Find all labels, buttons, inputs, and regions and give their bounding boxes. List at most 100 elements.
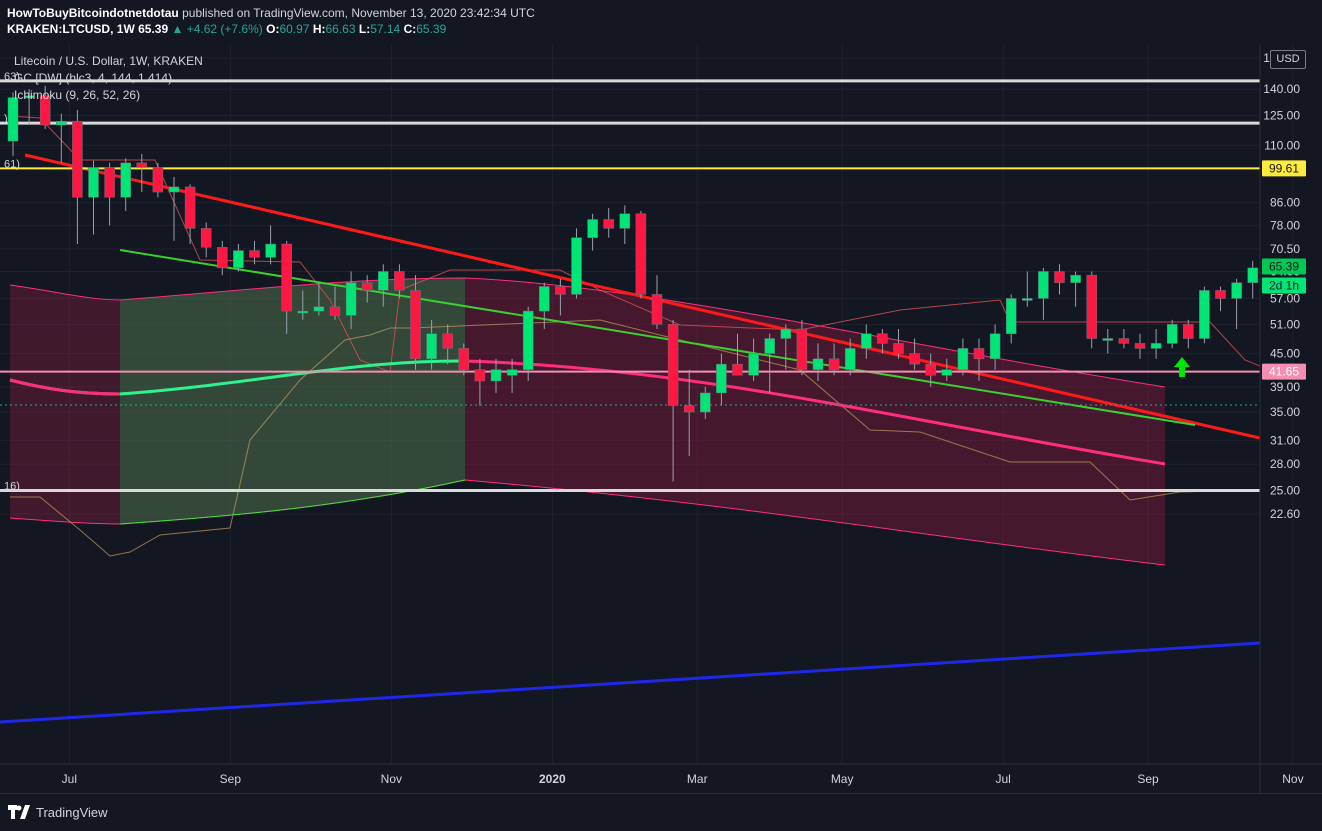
candle-body-52 bbox=[844, 348, 856, 370]
open-label: O: bbox=[266, 22, 280, 36]
candle-72 bbox=[1166, 319, 1178, 349]
candle-body-31 bbox=[506, 369, 518, 376]
fib-label-3: ) bbox=[4, 113, 8, 125]
candle-37 bbox=[603, 208, 614, 238]
candle-57 bbox=[925, 353, 936, 387]
candle-body-63 bbox=[1022, 298, 1033, 301]
fib-label-4: 61) bbox=[4, 158, 20, 170]
price-tick-10: 70.50 bbox=[1270, 242, 1300, 256]
candle-body-76 bbox=[1231, 282, 1242, 299]
candle-body-24 bbox=[394, 271, 405, 291]
candle-body-42 bbox=[683, 405, 695, 413]
fib-level-labels: 50)40)63))61)16) bbox=[4, 71, 20, 493]
candle-body-2 bbox=[39, 95, 51, 126]
gaussian-channel-red-fill-2 bbox=[465, 278, 1165, 565]
indicator-legend-gc[interactable]: GC [DW] (hlc3, 4, 144, 1.414) bbox=[14, 71, 173, 85]
time-tick-4: Mar bbox=[687, 772, 708, 786]
candles bbox=[7, 85, 1258, 482]
badge-current-price-bg bbox=[1262, 258, 1306, 275]
candle-26 bbox=[426, 319, 437, 370]
time-axis[interactable]: Jul Sep Nov 2020 Mar May Jul Sep Nov bbox=[62, 772, 1304, 786]
candle-62 bbox=[1005, 294, 1017, 344]
candle-body-16 bbox=[265, 243, 276, 258]
series-legend[interactable]: Litecoin / U.S. Dollar, 1W, KRAKEN bbox=[14, 54, 203, 68]
candle-9 bbox=[152, 162, 164, 198]
candle-body-69 bbox=[1118, 338, 1130, 344]
candle-body-59 bbox=[957, 348, 969, 370]
candle-body-25 bbox=[410, 290, 421, 360]
trendline-green bbox=[119, 249, 1196, 426]
candle-body-0 bbox=[7, 97, 19, 142]
candle-47 bbox=[764, 333, 775, 393]
last-price: 65.39 bbox=[138, 22, 169, 36]
candle-60 bbox=[973, 338, 985, 381]
candle-body-23 bbox=[378, 271, 389, 291]
tradingview-logo[interactable]: TradingView bbox=[8, 804, 108, 820]
candle-61 bbox=[989, 324, 1001, 370]
candle-body-39 bbox=[635, 213, 647, 295]
candle-body-19 bbox=[313, 306, 325, 312]
candle-48 bbox=[780, 324, 792, 370]
candle-6 bbox=[104, 162, 115, 226]
candle-32 bbox=[522, 306, 534, 381]
candle-76 bbox=[1231, 278, 1242, 329]
candle-63 bbox=[1022, 271, 1033, 307]
badge-level-9961-bg bbox=[1262, 160, 1306, 177]
horizontal-levels bbox=[0, 79, 1260, 493]
candle-body-54 bbox=[877, 333, 888, 344]
candle-53 bbox=[861, 324, 872, 359]
candle-70 bbox=[1134, 333, 1146, 359]
candle-13 bbox=[217, 240, 228, 276]
candle-56 bbox=[909, 338, 920, 370]
candle-54 bbox=[877, 328, 888, 354]
candle-body-12 bbox=[200, 228, 212, 248]
candle-body-35 bbox=[571, 237, 582, 295]
candle-44 bbox=[716, 353, 727, 406]
price-tick-14: 110.00 bbox=[1264, 138, 1300, 152]
candle-75 bbox=[1215, 286, 1226, 312]
candle-body-27 bbox=[442, 333, 453, 349]
candle-28 bbox=[458, 343, 470, 376]
price-tick-15: 125.00 bbox=[1263, 109, 1300, 123]
time-tick-1: Sep bbox=[220, 772, 242, 786]
candle-39 bbox=[635, 210, 647, 299]
badge-level-4165-bg bbox=[1262, 363, 1306, 380]
candle-body-45 bbox=[732, 363, 743, 376]
candle-42 bbox=[683, 369, 695, 456]
symbol-label[interactable]: KRAKEN:LTCUSD, 1W bbox=[7, 22, 135, 36]
time-tick-2: Nov bbox=[381, 772, 402, 786]
candle-body-61 bbox=[989, 333, 1001, 360]
candle-body-60 bbox=[973, 348, 985, 360]
ichimoku-span-b bbox=[10, 319, 1260, 557]
candle-body-30 bbox=[490, 369, 502, 382]
candle-12 bbox=[200, 222, 212, 258]
candle-body-37 bbox=[603, 219, 614, 229]
candle-body-55 bbox=[893, 343, 904, 354]
tradingview-brand: TradingView bbox=[36, 804, 108, 820]
candle-52 bbox=[844, 338, 856, 376]
price-tick-1: 25.00 bbox=[1270, 484, 1300, 498]
price-chart[interactable]: 50)40)63))61)16) 22.6025.0028.0031.0035.… bbox=[0, 44, 1322, 793]
indicator-legend-ichimoku[interactable]: Ichimoku (9, 26, 52, 26) bbox=[14, 88, 141, 102]
candle-19 bbox=[313, 282, 325, 316]
candle-body-21 bbox=[345, 282, 357, 316]
price-tick-0: 22.60 bbox=[1270, 507, 1300, 521]
currency-badge[interactable]: USD bbox=[1270, 50, 1306, 69]
price-tick-7: 51.00 bbox=[1270, 317, 1300, 331]
candle-body-66 bbox=[1070, 274, 1081, 283]
candle-body-36 bbox=[587, 219, 598, 238]
candle-29 bbox=[474, 358, 486, 406]
candle-31 bbox=[506, 358, 518, 393]
candle-body-67 bbox=[1086, 274, 1097, 339]
time-tick-8: Nov bbox=[1282, 772, 1303, 786]
candle-body-28 bbox=[458, 348, 470, 370]
publisher-name[interactable]: HowToBuyBitcoindotnetdotau bbox=[7, 6, 179, 20]
trendline-blue bbox=[0, 641, 1260, 724]
candle-77 bbox=[1247, 260, 1258, 299]
candle-33 bbox=[539, 282, 550, 329]
candle-3 bbox=[56, 113, 67, 163]
candle-51 bbox=[828, 343, 840, 376]
ohlc-line: KRAKEN:LTCUSD, 1W 65.39 ▲ +4.62 (+7.6%) … bbox=[7, 22, 446, 36]
candle-59 bbox=[957, 338, 969, 376]
candle-body-53 bbox=[861, 333, 872, 349]
